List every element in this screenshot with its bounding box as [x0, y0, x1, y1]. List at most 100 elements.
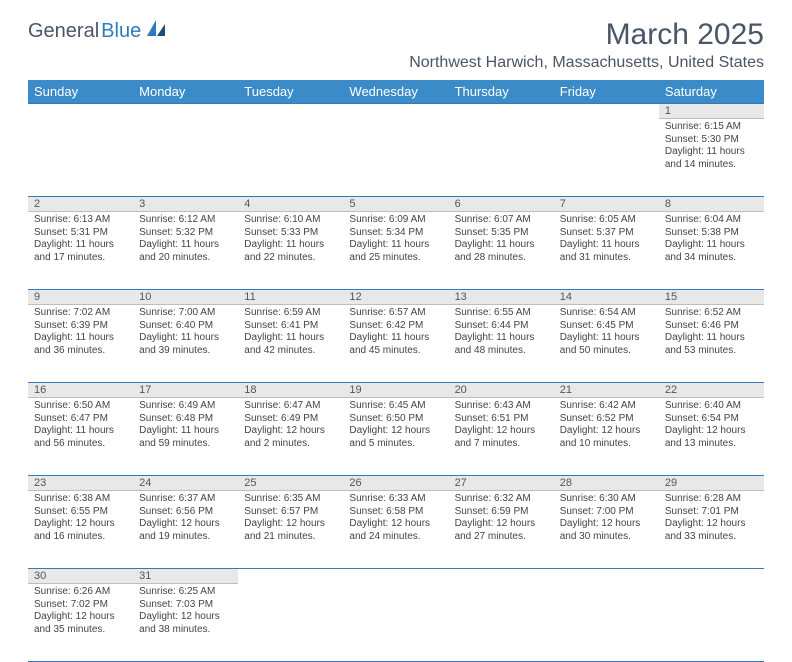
detail-line: Sunrise: 6:30 AM [560, 493, 653, 506]
day-number [554, 104, 659, 119]
day-number [659, 569, 764, 584]
detail-line: Daylight: 12 hours [139, 518, 232, 531]
detail-line: Daylight: 11 hours [139, 332, 232, 345]
detail-line: Sunrise: 6:49 AM [139, 400, 232, 413]
detail-line: Daylight: 12 hours [34, 611, 127, 624]
detail-line: Sunset: 5:33 PM [244, 227, 337, 240]
day-number-row: 1 [28, 104, 764, 119]
day-details: Sunrise: 6:25 AMSunset: 7:03 PMDaylight:… [133, 584, 238, 638]
detail-line: Sunset: 7:00 PM [560, 506, 653, 519]
day-details: Sunrise: 6:30 AMSunset: 7:00 PMDaylight:… [554, 491, 659, 545]
day-number [238, 104, 343, 119]
day-details: Sunrise: 6:43 AMSunset: 6:51 PMDaylight:… [449, 398, 554, 452]
detail-line: Daylight: 12 hours [455, 518, 548, 531]
detail-line: Daylight: 11 hours [34, 239, 127, 252]
day-cell: Sunrise: 7:02 AMSunset: 6:39 PMDaylight:… [28, 305, 133, 383]
detail-line: Daylight: 11 hours [34, 332, 127, 345]
detail-line: Sunrise: 6:25 AM [139, 586, 232, 599]
day-cell: Sunrise: 6:38 AMSunset: 6:55 PMDaylight:… [28, 491, 133, 569]
detail-line: Sunset: 6:54 PM [665, 413, 758, 426]
detail-line: Daylight: 12 hours [560, 425, 653, 438]
day-cell [28, 119, 133, 197]
detail-line: Sunset: 6:50 PM [349, 413, 442, 426]
day-content-row: Sunrise: 6:26 AMSunset: 7:02 PMDaylight:… [28, 584, 764, 662]
day-number: 27 [449, 476, 554, 491]
detail-line: and 30 minutes. [560, 531, 653, 544]
day-details: Sunrise: 6:07 AMSunset: 5:35 PMDaylight:… [449, 212, 554, 266]
day-cell: Sunrise: 6:28 AMSunset: 7:01 PMDaylight:… [659, 491, 764, 569]
day-number-row: 3031 [28, 569, 764, 584]
detail-line: Sunset: 6:47 PM [34, 413, 127, 426]
day-cell [343, 584, 448, 662]
detail-line: Sunset: 6:56 PM [139, 506, 232, 519]
detail-line: Sunset: 6:48 PM [139, 413, 232, 426]
detail-line: and 2 minutes. [244, 438, 337, 451]
detail-line: Sunset: 5:35 PM [455, 227, 548, 240]
day-number: 21 [554, 383, 659, 398]
detail-line: Sunrise: 6:13 AM [34, 214, 127, 227]
month-title: March 2025 [409, 18, 764, 52]
day-cell: Sunrise: 6:33 AMSunset: 6:58 PMDaylight:… [343, 491, 448, 569]
detail-line: Sunrise: 6:43 AM [455, 400, 548, 413]
detail-line: Daylight: 11 hours [34, 425, 127, 438]
detail-line: Daylight: 11 hours [244, 332, 337, 345]
day-details: Sunrise: 6:33 AMSunset: 6:58 PMDaylight:… [343, 491, 448, 545]
detail-line: Sunrise: 6:32 AM [455, 493, 548, 506]
detail-line: Sunset: 5:37 PM [560, 227, 653, 240]
day-number: 4 [238, 197, 343, 212]
detail-line: Sunrise: 6:37 AM [139, 493, 232, 506]
detail-line: and 48 minutes. [455, 345, 548, 358]
detail-line: and 27 minutes. [455, 531, 548, 544]
detail-line: Sunrise: 6:38 AM [34, 493, 127, 506]
day-cell: Sunrise: 6:59 AMSunset: 6:41 PMDaylight:… [238, 305, 343, 383]
detail-line: and 53 minutes. [665, 345, 758, 358]
day-number [554, 569, 659, 584]
day-cell: Sunrise: 6:07 AMSunset: 5:35 PMDaylight:… [449, 212, 554, 290]
day-details: Sunrise: 6:40 AMSunset: 6:54 PMDaylight:… [659, 398, 764, 452]
day-cell: Sunrise: 6:40 AMSunset: 6:54 PMDaylight:… [659, 398, 764, 476]
day-number: 15 [659, 290, 764, 305]
detail-line: Sunrise: 7:00 AM [139, 307, 232, 320]
day-details: Sunrise: 6:52 AMSunset: 6:46 PMDaylight:… [659, 305, 764, 359]
day-cell [133, 119, 238, 197]
detail-line: and 25 minutes. [349, 252, 442, 265]
day-number: 29 [659, 476, 764, 491]
day-cell: Sunrise: 6:37 AMSunset: 6:56 PMDaylight:… [133, 491, 238, 569]
detail-line: and 14 minutes. [665, 159, 758, 172]
detail-line: Sunset: 6:41 PM [244, 320, 337, 333]
day-number: 19 [343, 383, 448, 398]
day-number [343, 104, 448, 119]
day-details: Sunrise: 6:15 AMSunset: 5:30 PMDaylight:… [659, 119, 764, 173]
detail-line: Sunrise: 7:02 AM [34, 307, 127, 320]
detail-line: and 38 minutes. [139, 624, 232, 637]
detail-line: Sunset: 6:51 PM [455, 413, 548, 426]
day-cell: Sunrise: 6:45 AMSunset: 6:50 PMDaylight:… [343, 398, 448, 476]
day-number: 17 [133, 383, 238, 398]
day-cell: Sunrise: 7:00 AMSunset: 6:40 PMDaylight:… [133, 305, 238, 383]
day-details: Sunrise: 6:04 AMSunset: 5:38 PMDaylight:… [659, 212, 764, 266]
detail-line: Sunset: 6:49 PM [244, 413, 337, 426]
detail-line: Sunrise: 6:35 AM [244, 493, 337, 506]
day-header: Sunday [28, 80, 133, 104]
day-content-row: Sunrise: 7:02 AMSunset: 6:39 PMDaylight:… [28, 305, 764, 383]
detail-line: Daylight: 11 hours [665, 146, 758, 159]
day-cell: Sunrise: 6:09 AMSunset: 5:34 PMDaylight:… [343, 212, 448, 290]
detail-line: Sunset: 7:01 PM [665, 506, 758, 519]
day-number: 10 [133, 290, 238, 305]
day-details: Sunrise: 6:49 AMSunset: 6:48 PMDaylight:… [133, 398, 238, 452]
detail-line: Daylight: 11 hours [560, 239, 653, 252]
detail-line: and 59 minutes. [139, 438, 232, 451]
day-number: 23 [28, 476, 133, 491]
day-number [343, 569, 448, 584]
detail-line: and 19 minutes. [139, 531, 232, 544]
day-details: Sunrise: 6:12 AMSunset: 5:32 PMDaylight:… [133, 212, 238, 266]
detail-line: Daylight: 12 hours [244, 518, 337, 531]
day-cell: Sunrise: 6:25 AMSunset: 7:03 PMDaylight:… [133, 584, 238, 662]
detail-line: Sunrise: 6:04 AM [665, 214, 758, 227]
detail-line: Daylight: 12 hours [349, 518, 442, 531]
day-cell [449, 584, 554, 662]
day-number-row: 23242526272829 [28, 476, 764, 491]
detail-line: and 28 minutes. [455, 252, 548, 265]
day-cell [554, 584, 659, 662]
detail-line: Sunrise: 6:05 AM [560, 214, 653, 227]
